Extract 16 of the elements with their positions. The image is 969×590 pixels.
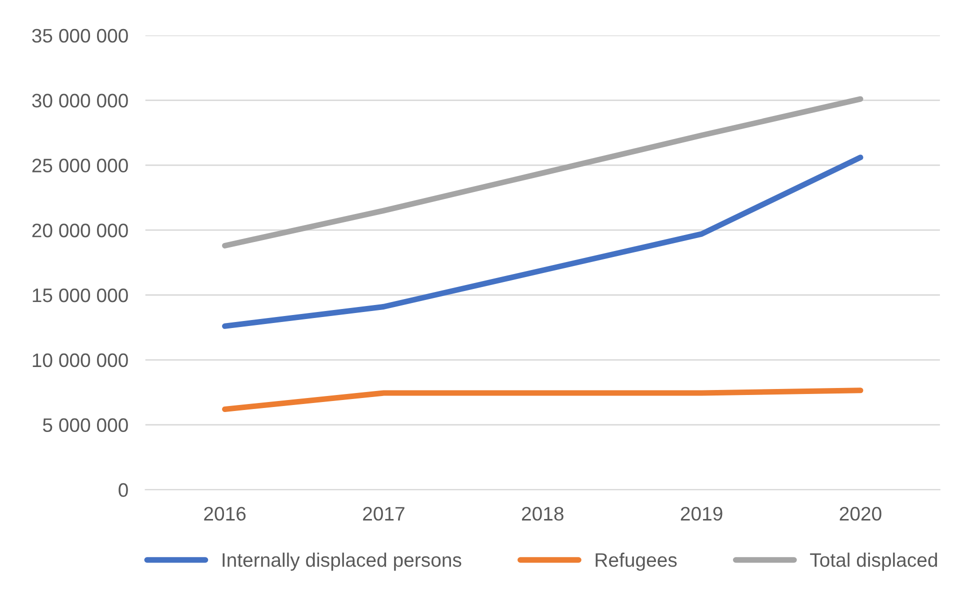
y-tick-label: 30 000 000: [32, 94, 128, 108]
y-tick-label: 25 000 000: [32, 158, 128, 172]
x-tick-label: 2020: [840, 506, 882, 521]
y-tick-label: 0: [118, 483, 128, 497]
legend-label: Internally displaced persons: [222, 552, 462, 571]
y-tick-label: 15 000 000: [32, 288, 128, 302]
x-tick-label: 2019: [680, 506, 722, 521]
x-tick-label: 2016: [204, 506, 246, 521]
legend-label: Refugees: [596, 552, 677, 571]
x-tick-label: 2017: [363, 506, 404, 521]
legend-label: Total displaced: [810, 552, 937, 571]
x-tick-label: 2018: [522, 506, 564, 521]
y-tick-label: 35 000 000: [32, 28, 128, 43]
y-tick-label: 5 000 000: [42, 418, 128, 432]
y-tick-label: 20 000 000: [32, 224, 128, 238]
y-tick-label: 10 000 000: [32, 353, 128, 368]
